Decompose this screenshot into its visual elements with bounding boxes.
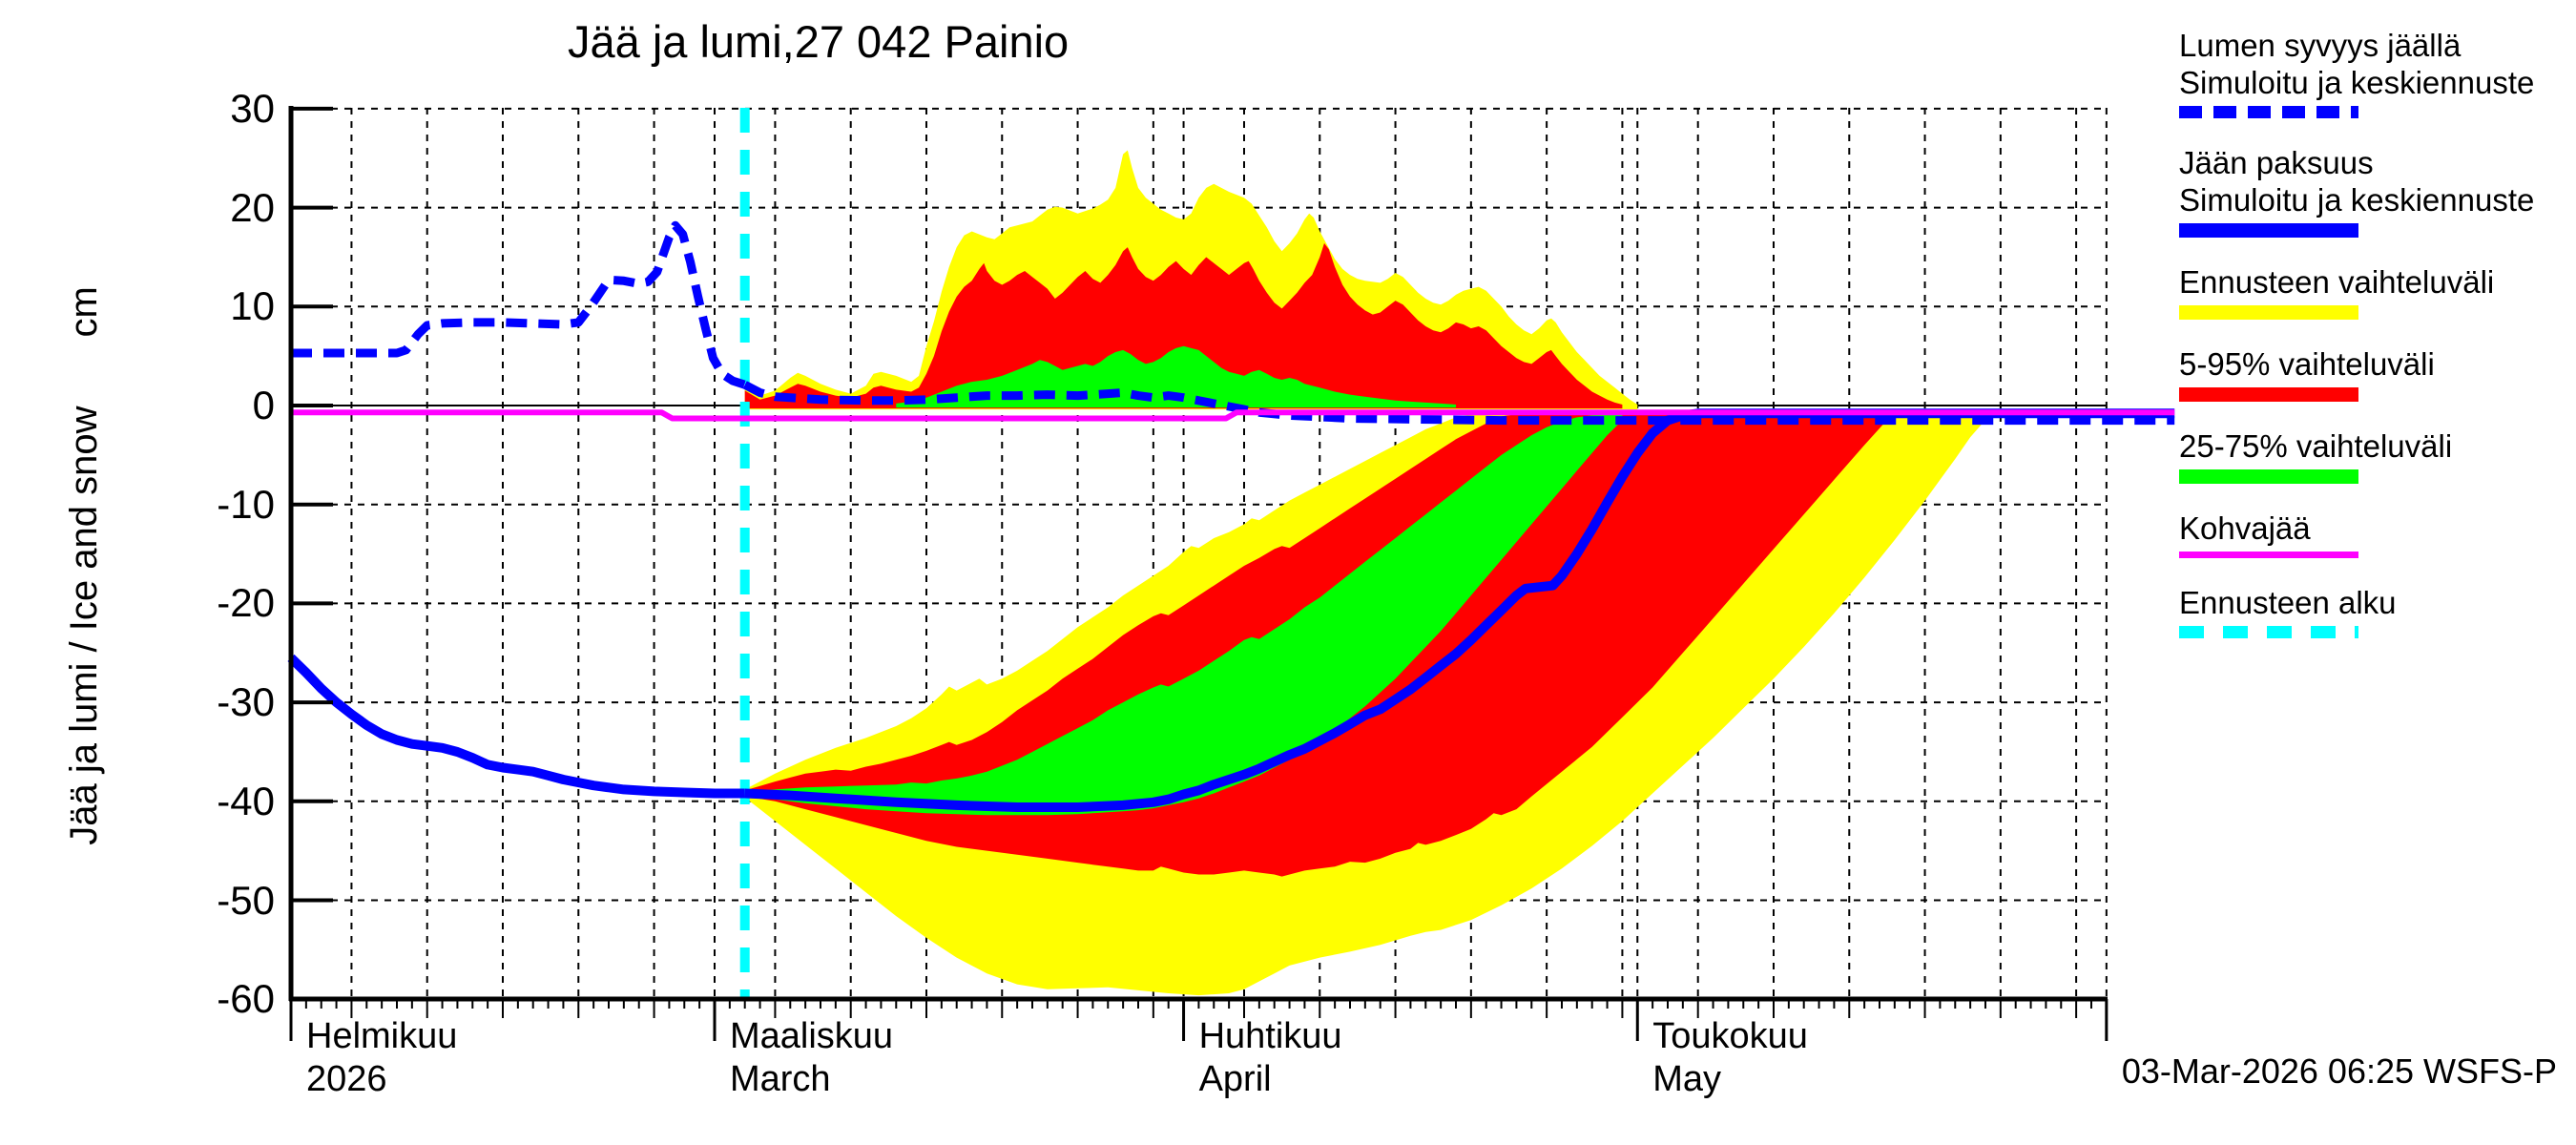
line-jaan-paksuus-keskiennuste xyxy=(744,408,2175,812)
legend-item-forecast-range: Ennusteen vaihteluväli xyxy=(2179,263,2495,320)
legend-label: Kohvajää xyxy=(2179,510,2311,546)
legend-label: Ennusteen alku xyxy=(2179,585,2397,620)
y-tick-label: 30 xyxy=(230,85,275,131)
chart-title: Jää ja lumi,27 042 Painio xyxy=(568,16,1070,67)
legend-item-25-75: 25-75% vaihteluväli xyxy=(2179,427,2453,484)
y-tick-label: -10 xyxy=(217,481,275,527)
month-label-huhtikuu: Huhtikuu April xyxy=(1198,1016,1342,1099)
y-axis-label-text: Jää ja lumi / Ice and snow xyxy=(62,406,105,845)
line-kohvajaa xyxy=(291,409,2175,422)
magenta-line-swatch xyxy=(2179,552,2358,558)
timestamp: 03-Mar-2026 06:25 WSFS-P xyxy=(2121,1051,2557,1091)
y-tick-label: 10 xyxy=(230,283,275,329)
yellow-band-swatch xyxy=(2179,305,2358,320)
blue-dashed-line-swatch xyxy=(2179,106,2358,118)
band-5-95-vaihteluvali-lumi xyxy=(744,242,1623,409)
y-tick-label: -40 xyxy=(217,778,275,823)
legend-label: Ennusteen vaihteluväli xyxy=(2179,264,2495,300)
legend: Lumen syvyys jäällä Simuloitu ja keskien… xyxy=(2179,27,2535,664)
legend-label: Simuloitu ja keskiennuste xyxy=(2179,65,2535,100)
month-label-maaliskuu: Maaliskuu March xyxy=(729,1016,894,1099)
y-axis-unit: cm xyxy=(62,286,105,338)
y-tick-label: -20 xyxy=(217,580,275,626)
legend-item-5-95: 5-95% vaihteluväli xyxy=(2179,345,2435,402)
legend-label: 5-95% vaihteluväli xyxy=(2179,346,2435,382)
legend-item-forecast-start: Ennusteen alku xyxy=(2179,584,2397,638)
y-tick-label: -50 xyxy=(217,877,275,923)
y-tick-label: -30 xyxy=(217,679,275,725)
legend-label: Jään paksuus xyxy=(2179,145,2374,180)
red-band-swatch xyxy=(2179,387,2358,402)
legend-label: Simuloitu ja keskiennuste xyxy=(2179,182,2535,218)
y-tick-label: -60 xyxy=(217,976,275,1022)
month-label-toukokuu: Toukokuu May xyxy=(1652,1016,1808,1099)
legend-item-ice-thickness: Jään paksuus Simuloitu ja keskiennuste xyxy=(2179,144,2535,238)
y-axis-label: Jää ja lumi / Ice and snow cm xyxy=(60,260,108,871)
legend-item-kohvajaa: Kohvajää xyxy=(2179,510,2379,558)
y-tick-label: 0 xyxy=(252,383,275,427)
legend-item-snow-depth: Lumen syvyys jäällä Simuloitu ja keskien… xyxy=(2179,27,2535,118)
cyan-dashed-line-swatch xyxy=(2179,626,2358,638)
line-lumen-syvyys-keskiennuste xyxy=(742,381,2175,426)
line-jaan-paksuus-simuloitu xyxy=(287,654,745,799)
month-label-helmikuu: Helmikuu 2026 xyxy=(306,1016,458,1099)
blue-solid-line-swatch xyxy=(2179,223,2358,238)
legend-label: Lumen syvyys jäällä xyxy=(2179,28,2462,63)
green-band-swatch xyxy=(2179,469,2358,484)
y-tick-label: 20 xyxy=(230,184,275,230)
line-lumen-syvyys-simuloitu xyxy=(291,220,747,389)
legend-label: 25-75% vaihteluväli xyxy=(2179,428,2453,464)
band-25-75-vaihteluvali-jaa xyxy=(744,414,1623,816)
